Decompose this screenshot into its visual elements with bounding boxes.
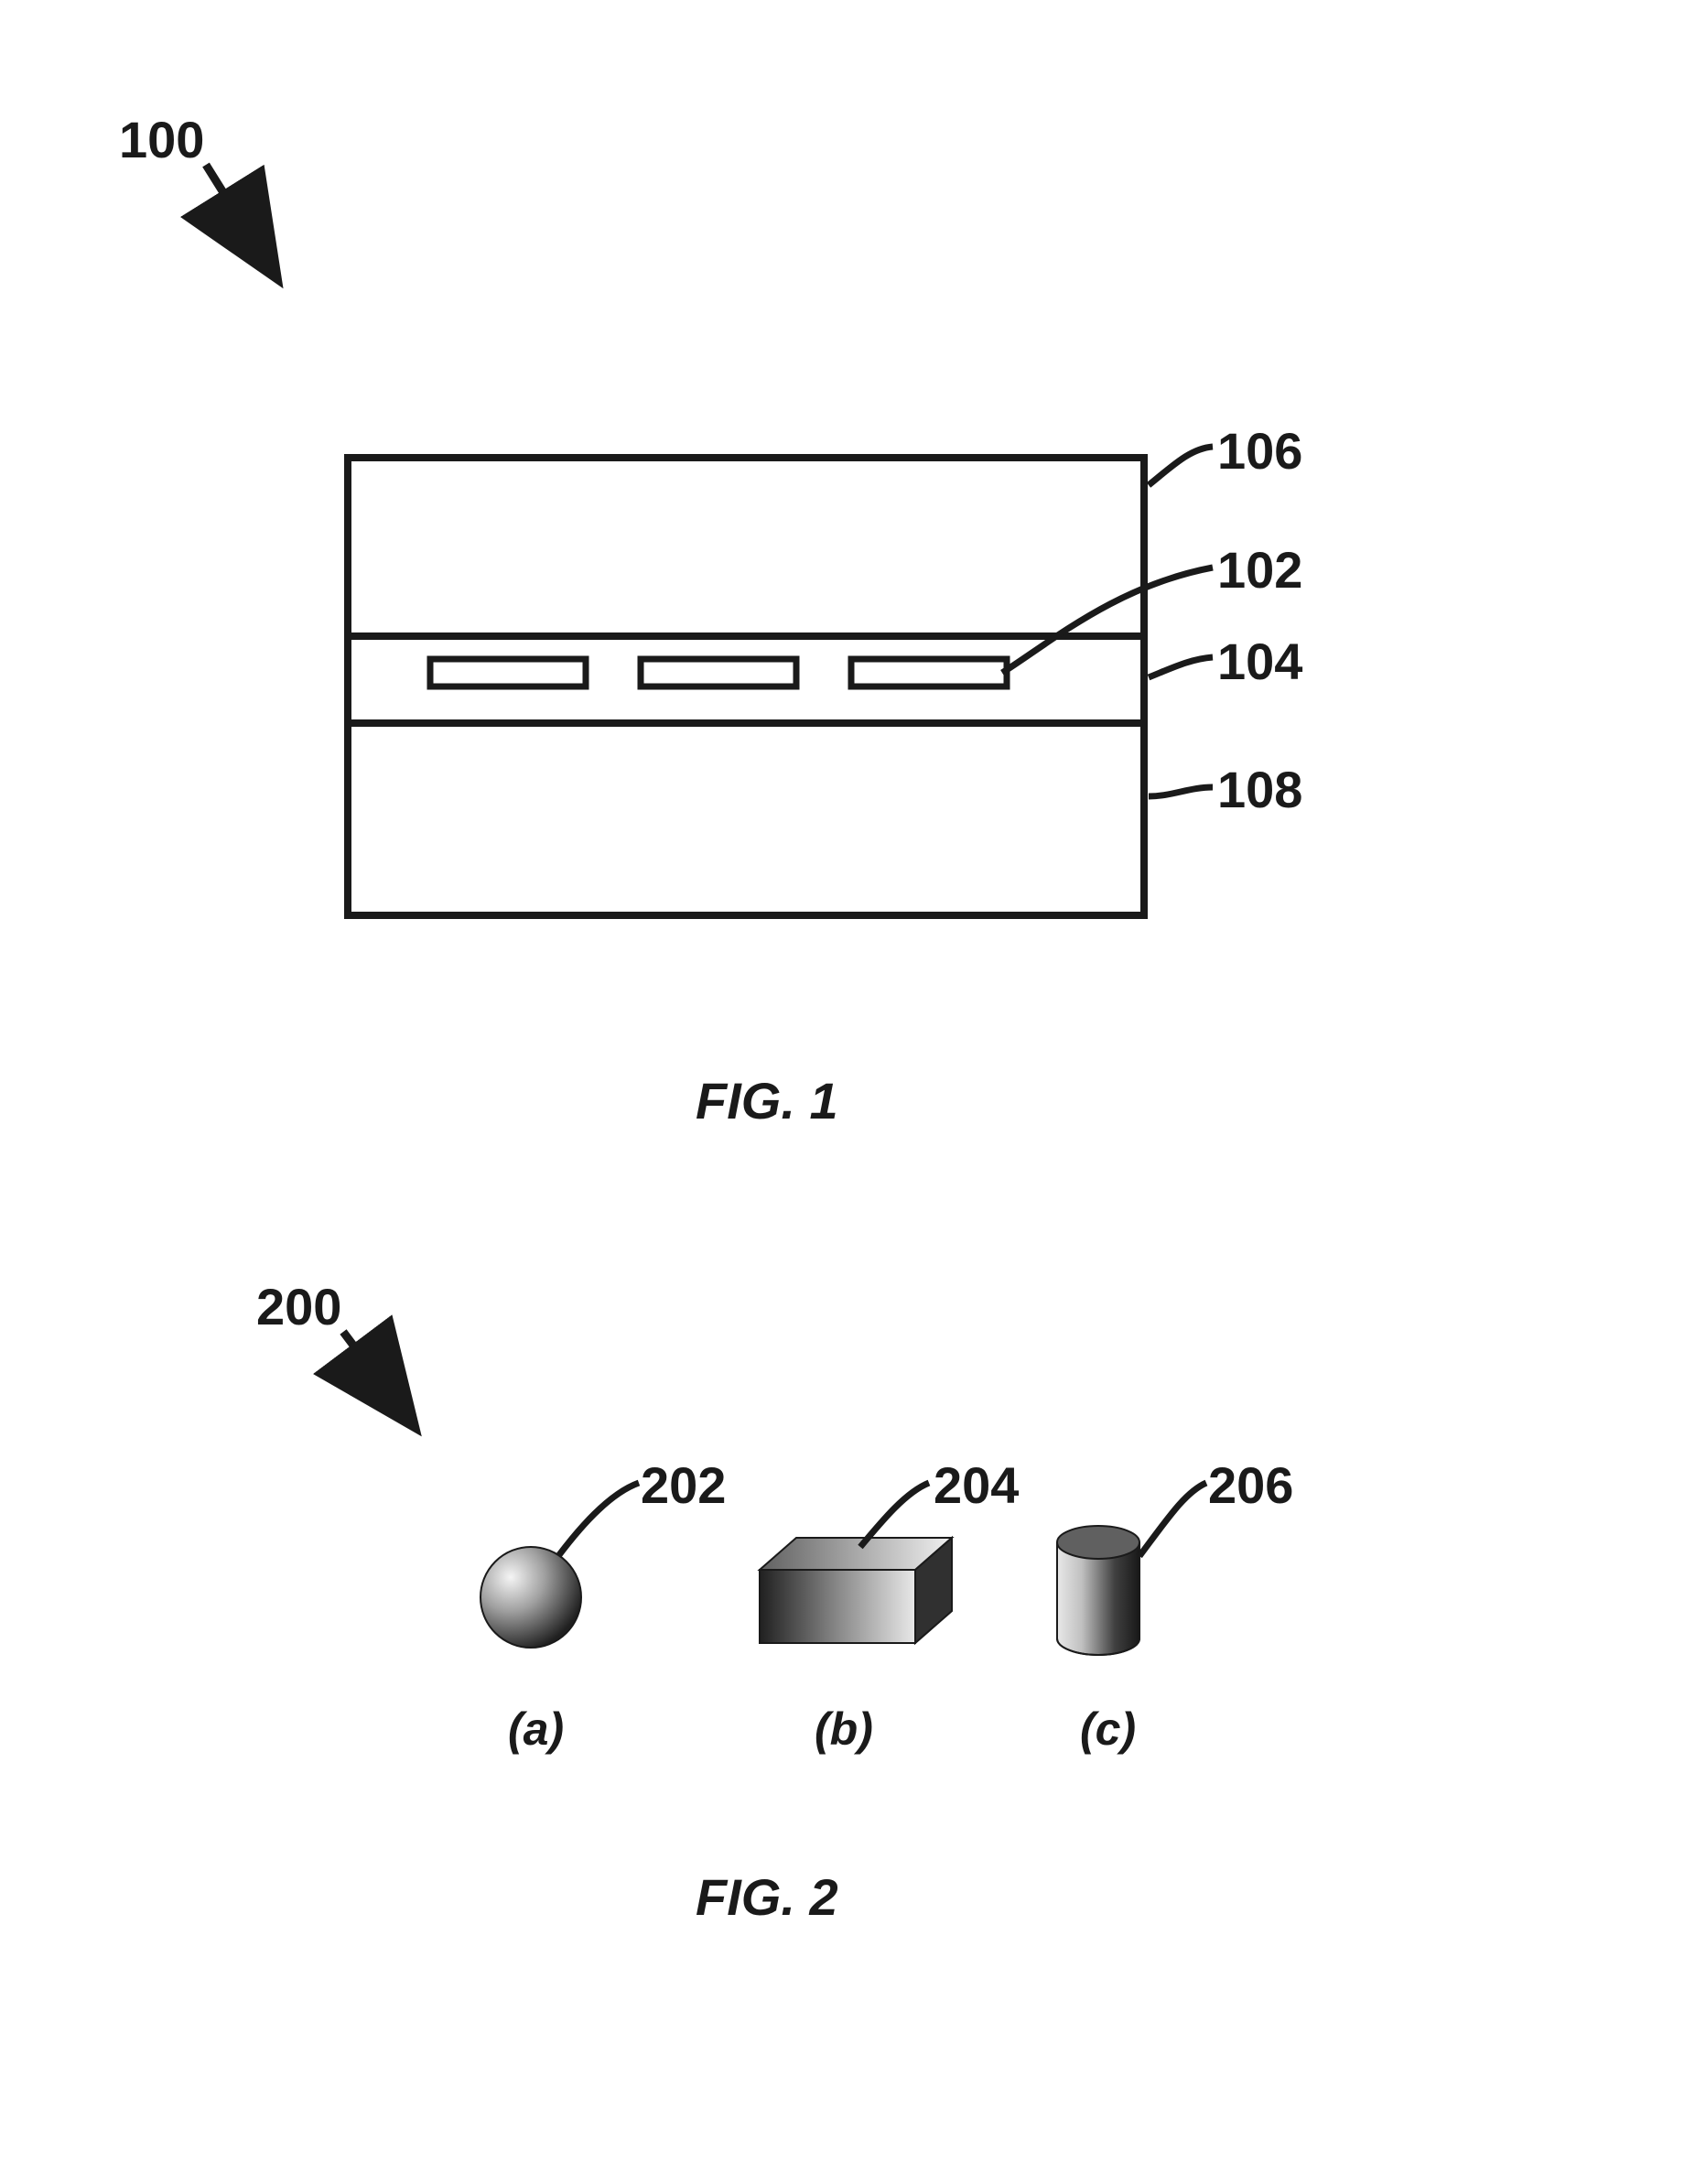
- fig2-part-b: (b): [815, 1703, 873, 1756]
- fig2-part-a: (a): [508, 1703, 564, 1756]
- fig2-leaders: [0, 0, 1706, 2184]
- fig2-caption: FIG. 2: [696, 1867, 838, 1927]
- fig2-part-c: (c): [1080, 1703, 1136, 1756]
- page: 100 106 102 104 108 FIG. 1: [0, 0, 1706, 2184]
